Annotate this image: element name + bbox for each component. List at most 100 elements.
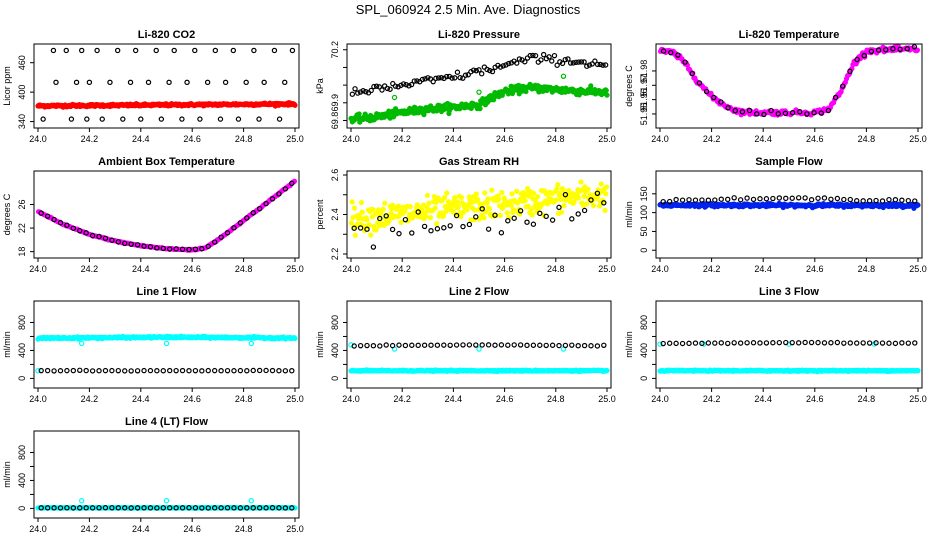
plot-frame (655, 43, 923, 129)
data-point (569, 342, 575, 348)
data-point (427, 215, 434, 221)
data-point (537, 342, 543, 348)
data-point (115, 239, 122, 245)
y-tick-label: 0 (17, 506, 27, 511)
x-tick-label: 24.0 (651, 134, 669, 144)
data-point (441, 225, 447, 231)
chart-title: Li-820 CO2 (138, 29, 195, 41)
data-point (352, 232, 358, 238)
data-point (472, 207, 478, 213)
y-tick-label: 26 (17, 199, 27, 209)
data-point (192, 246, 199, 252)
y-tick-label: 150 (639, 186, 649, 201)
data-point (460, 223, 466, 230)
data-point (163, 340, 170, 347)
data-point (115, 505, 122, 511)
data-point (179, 116, 185, 122)
series-0 (35, 100, 298, 110)
y-tick-label: 51.97 (639, 74, 649, 97)
data-point (879, 340, 886, 346)
data-point (114, 47, 121, 54)
data-point (192, 367, 199, 374)
data-point (497, 212, 503, 219)
data-point (383, 213, 389, 219)
data-point (737, 197, 744, 203)
data-point (873, 340, 879, 346)
data-point (269, 196, 276, 202)
series-2 (38, 367, 295, 374)
y-tick-label: 800 (330, 315, 340, 330)
data-point (364, 226, 370, 232)
data-point (879, 198, 886, 204)
data-point (732, 107, 738, 114)
data-point (514, 188, 520, 194)
data-point (840, 83, 846, 89)
data-point (421, 223, 428, 230)
x-tick-label: 25.0 (286, 394, 304, 404)
data-point (455, 199, 461, 205)
data-point (199, 246, 205, 252)
data-point (40, 116, 46, 122)
data-point (396, 342, 402, 348)
data-point (256, 505, 263, 511)
data-point (682, 59, 688, 65)
data-point (256, 116, 262, 122)
data-point (35, 368, 41, 374)
data-point (504, 210, 510, 216)
y-axis-label: Licor ppm (2, 66, 12, 106)
data-point (358, 200, 365, 206)
data-point (395, 84, 401, 90)
data-point (134, 242, 141, 248)
data-point (384, 85, 391, 92)
data-point (484, 66, 490, 73)
series-1 (391, 73, 567, 101)
plot-frame (346, 43, 612, 129)
data-point (458, 194, 465, 201)
data-point (127, 79, 134, 86)
data-point (516, 56, 523, 62)
data-point (57, 505, 64, 511)
data-point (462, 72, 469, 78)
data-point (556, 342, 562, 349)
y-tick-label: 460 (17, 55, 27, 70)
x-tick-label: 24.2 (703, 134, 721, 144)
data-point (750, 196, 757, 203)
y-tick-label: 70.2 (330, 41, 340, 59)
data-point (145, 79, 152, 86)
data-point (276, 191, 282, 197)
chart-ambient: Ambient Box Temperature degrees C 24.0 24.2… (2, 156, 304, 274)
data-point (408, 81, 415, 88)
series-2 (660, 339, 918, 347)
data-point (517, 342, 524, 348)
series-0 (35, 333, 298, 342)
data-point (804, 111, 810, 117)
x-tick-label: 25.0 (909, 134, 927, 144)
series-1 (660, 195, 918, 205)
data-point (441, 212, 447, 218)
data-point (350, 215, 356, 221)
y-tick-label: 69.9 (330, 94, 340, 112)
data-point (218, 367, 224, 374)
data-point (679, 197, 686, 203)
x-tick-label: 24.8 (235, 134, 253, 144)
data-point (407, 204, 413, 210)
data-point (904, 46, 910, 52)
data-point (96, 233, 102, 240)
data-point (782, 110, 789, 117)
data-point (770, 340, 776, 346)
chart-rh: Gas Stream RH percent 24.0 24.2 24.4 24.6 24.8… (315, 156, 616, 274)
y-axis-label: kPa (315, 78, 325, 94)
x-tick-label: 24.2 (393, 134, 411, 144)
data-point (122, 505, 128, 511)
data-point (795, 195, 802, 201)
x-tick-label: 24.4 (445, 134, 463, 144)
data-point (84, 116, 90, 122)
data-point (892, 340, 899, 347)
data-point (396, 203, 402, 209)
series-0 (348, 179, 610, 238)
data-point (263, 367, 269, 374)
y-tick-label: 800 (17, 315, 27, 330)
data-point (750, 340, 757, 346)
x-tick-label: 24.0 (29, 394, 47, 404)
data-point (460, 75, 466, 81)
